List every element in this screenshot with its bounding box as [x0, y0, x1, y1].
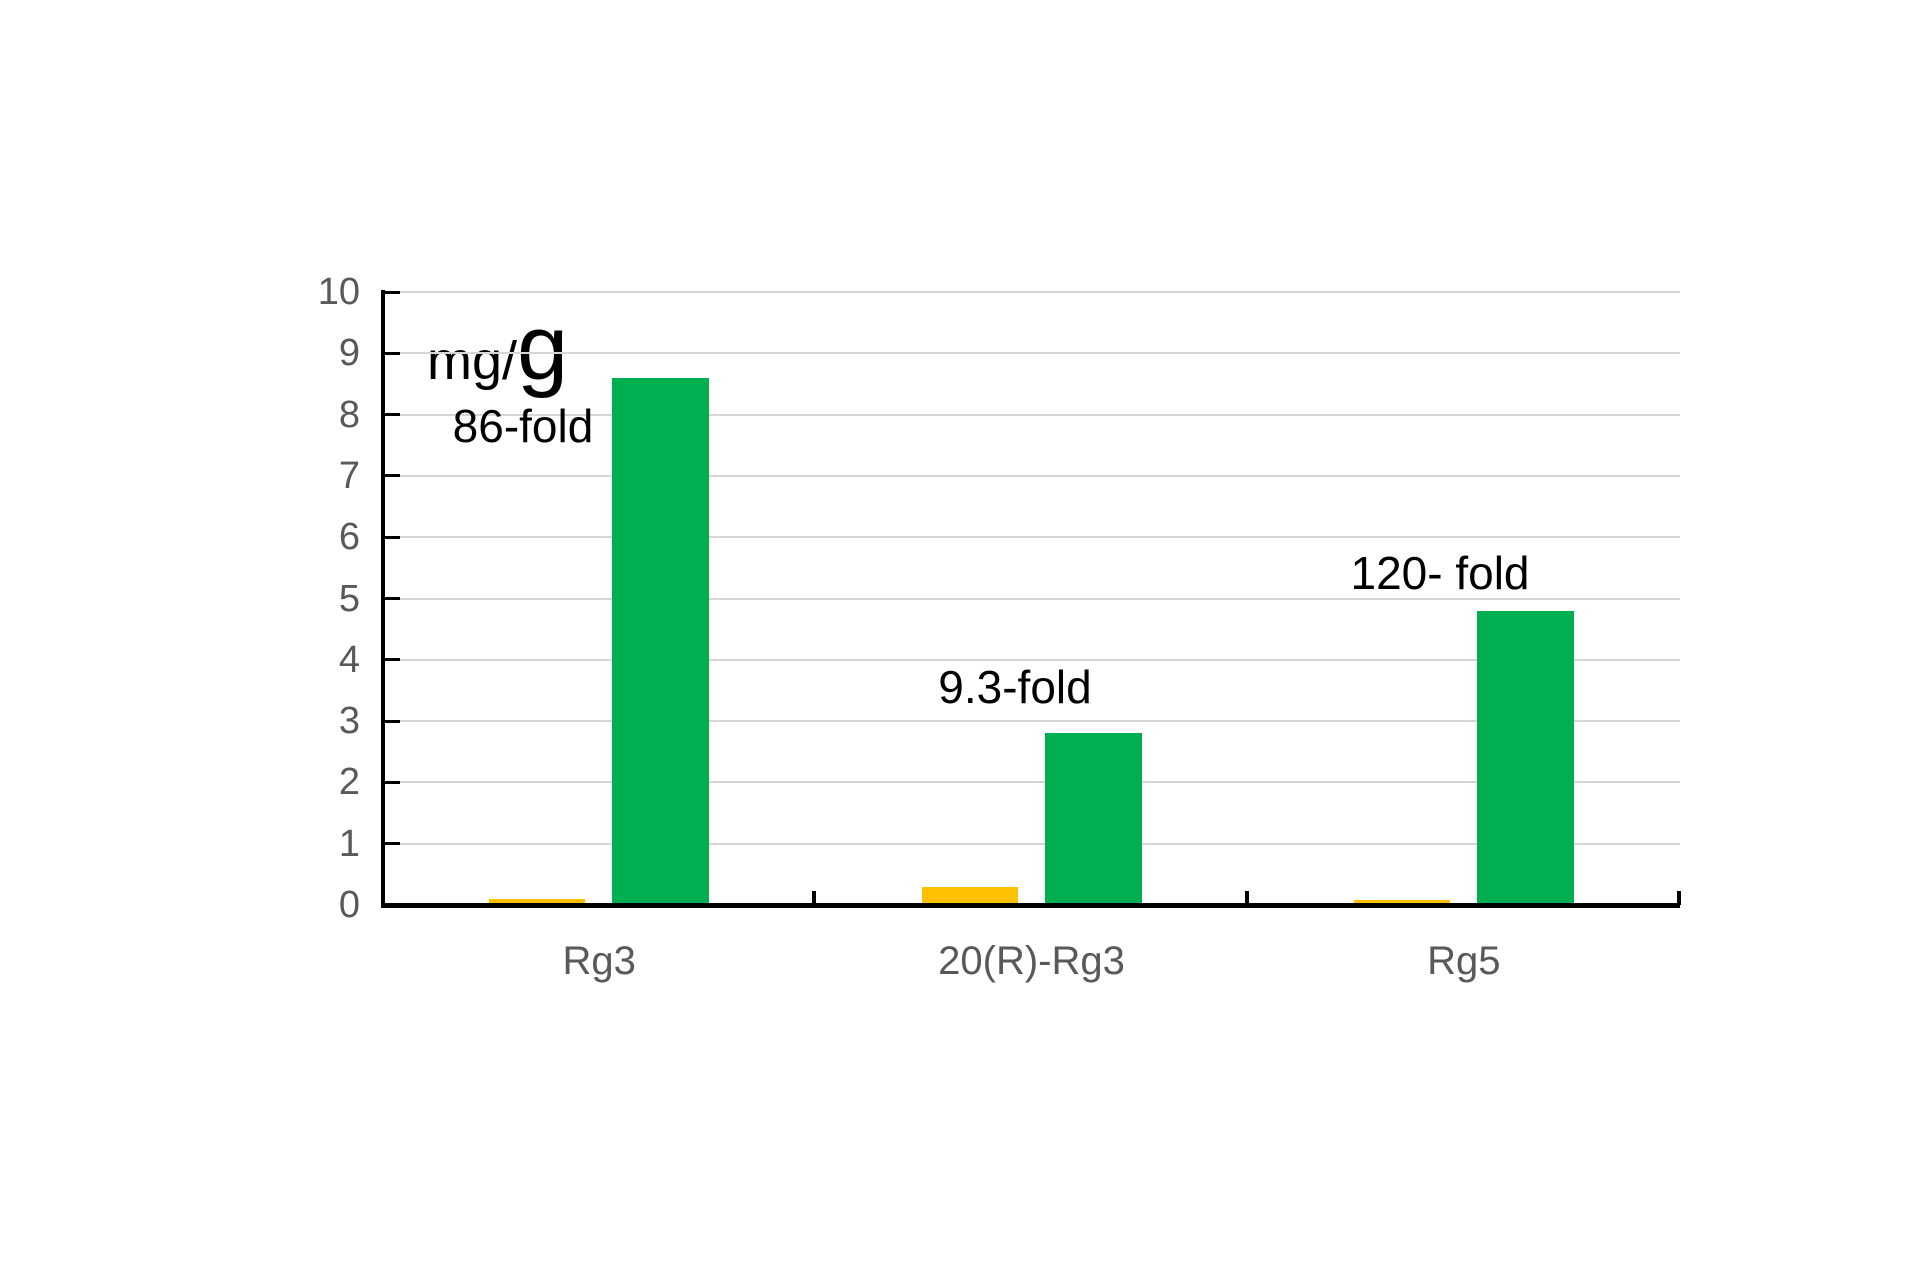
y-axis-tick-10 — [383, 290, 400, 294]
x-axis-label-Rg5: Rg5 — [1427, 939, 1501, 983]
bar-yellow-series-Rg3 — [489, 899, 585, 905]
y-axis-line — [381, 290, 385, 908]
y-axis-label-1: 1 — [338, 822, 360, 865]
gridline-y-7 — [383, 474, 1680, 477]
y-axis-label-9: 9 — [338, 332, 360, 375]
y-axis-label-0: 0 — [338, 884, 360, 926]
bar-yellow-series-Rg5 — [1354, 900, 1450, 905]
x-axis-tick-3 — [1677, 891, 1681, 905]
bar-yellow-series-20(R)-Rg3 — [922, 887, 1018, 905]
y-axis-tick-7 — [383, 474, 400, 478]
bar-green-series-20(R)-Rg3 — [1045, 733, 1142, 905]
gridline-y-8 — [383, 413, 1680, 416]
gridline-y-2 — [383, 781, 1680, 784]
y-axis-tick-4 — [383, 658, 400, 662]
y-axis-label-10: 10 — [317, 271, 360, 313]
x-axis-line — [381, 903, 1680, 908]
gridline-y-5 — [383, 597, 1680, 600]
y-axis-label-3: 3 — [338, 700, 360, 743]
x-axis-tick-2 — [1244, 891, 1249, 905]
y-axis-label-6: 6 — [338, 516, 360, 559]
gridline-y-1 — [383, 842, 1680, 845]
y-axis-label-2: 2 — [338, 761, 360, 804]
x-axis-tick-1 — [812, 891, 817, 905]
gridline-y-4 — [383, 658, 1680, 661]
y-axis-label-7: 7 — [338, 454, 360, 497]
y-axis-tick-3 — [383, 719, 400, 723]
gridline-y-3 — [383, 720, 1680, 723]
annotation-9.3-fold: 9.3-fold — [938, 661, 1092, 713]
y-axis-label-4: 4 — [338, 638, 360, 681]
annotation-86-fold: 86-fold — [452, 400, 594, 452]
bar-green-series-Rg5 — [1477, 611, 1574, 905]
y-axis-tick-8 — [383, 413, 400, 417]
x-axis-label-20(R)-Rg3: 20(R)-Rg3 — [938, 939, 1125, 983]
y-axis-tick-2 — [383, 780, 400, 784]
y-axis-tick-6 — [383, 535, 400, 539]
bar-green-series-Rg3 — [612, 378, 709, 905]
gridline-y-6 — [383, 536, 1680, 539]
y-axis-tick-5 — [383, 597, 400, 600]
annotation-120-fold: 120- fold — [1350, 547, 1530, 599]
unit-label-suffix: g — [517, 297, 569, 399]
y-axis-label-8: 8 — [338, 393, 360, 436]
plot-area: mg/ g — [383, 290, 1681, 905]
y-axis-tick-1 — [383, 842, 400, 846]
gridline-y-10 — [383, 291, 1680, 293]
y-axis-tick-9 — [383, 351, 400, 355]
y-unit-label: mg/ g — [427, 302, 568, 394]
x-axis-label-Rg3: Rg3 — [562, 939, 636, 983]
gridline-y-9 — [383, 352, 1680, 355]
y-axis-label-5: 5 — [338, 577, 360, 620]
unit-label-prefix: mg/ — [427, 331, 518, 391]
